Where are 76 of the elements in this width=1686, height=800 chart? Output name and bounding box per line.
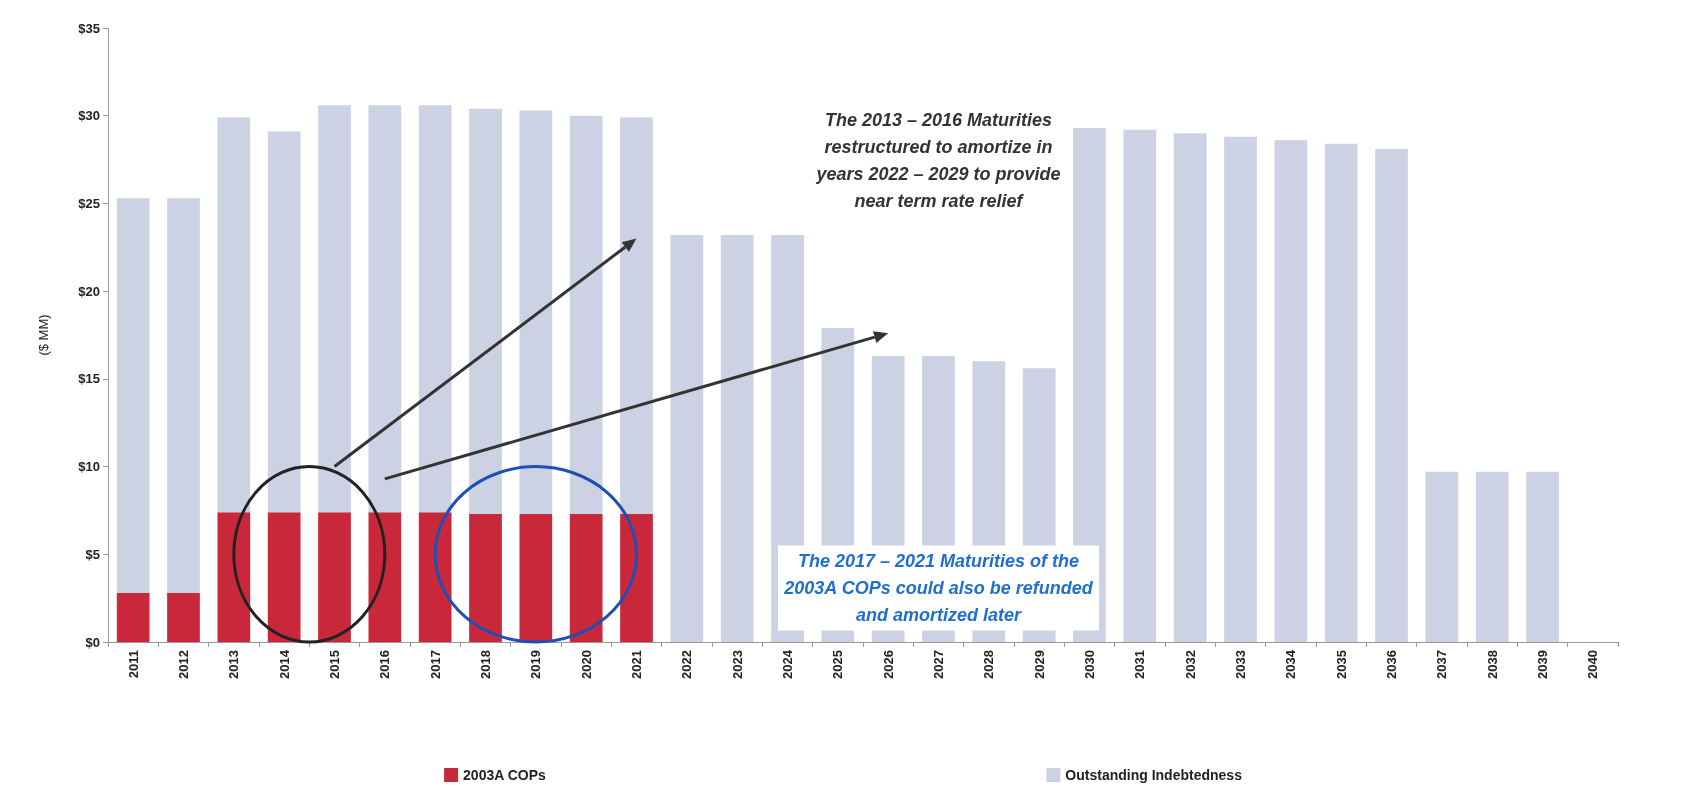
x-tick-label: 2026 <box>880 650 896 679</box>
annotation: The 2013 – 2016 Maturities restructured to amortize in years 2022 – 2029 to provide near term rate relief <box>815 110 1061 212</box>
bar <box>1475 471 1509 642</box>
bar <box>167 198 200 593</box>
bar <box>519 513 553 642</box>
bar <box>519 110 553 514</box>
bar <box>720 235 754 642</box>
bar <box>1324 143 1358 642</box>
bar <box>318 512 351 642</box>
y-tick-label: $20 <box>78 283 100 299</box>
x-tick-label: 2023 <box>729 650 745 679</box>
x-tick-label: 2027 <box>931 650 946 679</box>
x-tick-label: 2013 <box>226 650 242 679</box>
y-tick-label: $35 <box>78 20 100 36</box>
x-tick-label: 2033 <box>1233 650 1248 679</box>
x-tick-label: 2038 <box>1484 650 1500 679</box>
bar <box>116 592 150 642</box>
x-tick-label: 2040 <box>1585 650 1601 679</box>
x-tick-label: 2021 <box>629 650 644 679</box>
x-tick-label: 2032 <box>1182 650 1198 679</box>
x-tick-label: 2016 <box>377 650 393 679</box>
bar <box>620 513 653 642</box>
bar <box>469 513 502 642</box>
bar <box>217 512 251 642</box>
x-tick-label: 2034 <box>1283 649 1299 679</box>
annotation: The 2017 – 2021 Maturities of the 2003A COPs could also be refunded and amortized later <box>783 551 1094 626</box>
x-tick-label: 2028 <box>981 650 997 679</box>
bar <box>318 105 351 513</box>
bar <box>167 592 200 642</box>
x-tick-label: 2014 <box>276 649 292 679</box>
y-tick-label: $15 <box>78 371 100 387</box>
x-tick-label: 2031 <box>1132 650 1148 679</box>
y-tick-label: $10 <box>78 459 100 475</box>
y-tick-label: $25 <box>78 195 100 211</box>
bar <box>1224 136 1257 642</box>
x-tick-label: 2018 <box>478 650 493 679</box>
bar <box>620 117 653 514</box>
bar <box>267 131 301 513</box>
bar <box>1425 471 1459 642</box>
y-tick-label: $30 <box>78 108 100 124</box>
x-tick-label: 2025 <box>830 650 846 679</box>
x-tick-label: 2011 <box>125 650 141 679</box>
bar <box>116 198 150 593</box>
x-tick-label: 2030 <box>1082 650 1097 679</box>
x-tick-label: 2035 <box>1333 650 1349 679</box>
x-tick-label: 2037 <box>1434 650 1450 679</box>
bar <box>1123 129 1157 642</box>
x-tick-label: 2036 <box>1384 650 1399 679</box>
x-tick-label: 2024 <box>780 649 795 679</box>
legend-label: Outstanding Indebtedness <box>1065 767 1243 783</box>
bar <box>217 117 251 513</box>
bar <box>1526 471 1559 642</box>
bar <box>418 105 452 513</box>
bar <box>469 108 502 514</box>
x-tick-label: 2017 <box>427 650 443 679</box>
bar <box>670 235 704 642</box>
bar <box>569 115 603 514</box>
x-tick-label: 2015 <box>327 650 342 679</box>
x-tick-label: 2012 <box>176 650 191 679</box>
bar <box>368 105 402 513</box>
bar <box>1173 133 1207 642</box>
x-tick-label: 2029 <box>1031 650 1047 679</box>
bar <box>267 512 301 642</box>
bar <box>569 513 603 642</box>
y-tick-label: $0 <box>85 634 100 650</box>
bar <box>418 512 452 642</box>
x-tick-label: 2019 <box>528 650 544 679</box>
legend-label: 2003A COPs <box>463 767 547 783</box>
y-tick-label: $5 <box>85 546 100 562</box>
bar <box>1274 140 1308 642</box>
x-tick-label: 2022 <box>679 650 695 679</box>
bar <box>1375 149 1408 642</box>
x-tick-label: 2020 <box>578 650 594 679</box>
y-axis-title: ($ MM) <box>36 314 51 356</box>
bar <box>368 512 402 642</box>
x-tick-label: 2039 <box>1535 650 1550 679</box>
